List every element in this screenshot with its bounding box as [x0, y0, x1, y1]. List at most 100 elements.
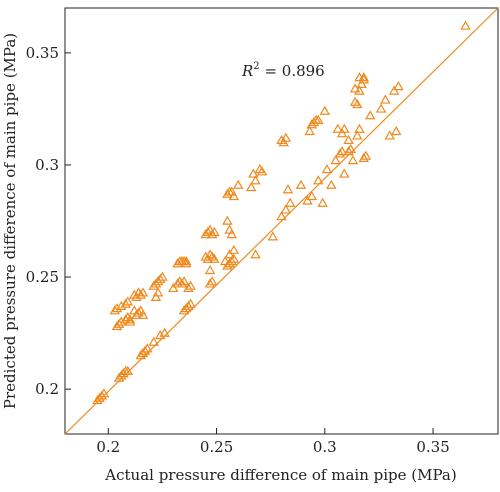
data-point — [232, 179, 244, 189]
data-point — [308, 116, 320, 127]
data-point — [334, 148, 346, 158]
data-point — [152, 287, 164, 297]
data-point — [267, 231, 279, 241]
data-point — [330, 155, 341, 165]
data-point — [202, 226, 214, 236]
data-point — [228, 244, 240, 254]
data-point — [245, 181, 257, 192]
y-tick-label: 0.35 — [26, 44, 59, 62]
data-point — [222, 260, 233, 270]
data-point — [313, 114, 324, 124]
data-point — [254, 164, 266, 174]
data-point — [142, 343, 153, 353]
data-point — [204, 278, 216, 288]
data-point — [131, 309, 142, 319]
data-point — [155, 329, 166, 340]
data-point — [178, 276, 190, 286]
data-point — [124, 316, 136, 326]
data-point — [228, 190, 240, 201]
data-point — [185, 298, 196, 308]
data-point — [343, 134, 354, 145]
data-point — [202, 253, 214, 263]
data-point — [118, 368, 129, 378]
data-point — [295, 179, 307, 189]
data-point — [349, 96, 361, 106]
data-point — [116, 300, 127, 310]
data-point — [282, 184, 294, 194]
data-point — [349, 83, 361, 93]
y-tick-label: 0.25 — [26, 268, 59, 286]
ticks-layer: 0.2 0.25 0.3 0.35 0.2 0.25 0.3 0.35 — [26, 44, 450, 456]
data-point — [181, 255, 192, 266]
data-point — [332, 123, 344, 133]
data-point — [356, 78, 367, 88]
y-tick-label: 0.3 — [35, 156, 59, 174]
data-point — [150, 278, 162, 288]
data-point — [200, 229, 211, 239]
data-point — [460, 20, 471, 30]
data-point — [183, 300, 194, 310]
data-point — [137, 287, 149, 297]
x-tick-label: 0.35 — [416, 438, 449, 456]
data-point — [228, 253, 240, 263]
data-point — [152, 276, 164, 286]
data-point — [206, 229, 218, 239]
data-point — [345, 143, 357, 154]
data-point — [278, 137, 289, 147]
data-point — [120, 298, 131, 308]
data-point — [124, 314, 136, 324]
data-point — [204, 264, 216, 275]
data-point — [222, 188, 233, 198]
data-point — [347, 155, 359, 165]
data-point — [280, 204, 292, 214]
fit-line — [64, 7, 499, 435]
data-point — [178, 305, 190, 315]
data-point — [116, 316, 127, 326]
data-point — [391, 125, 402, 136]
data-point — [358, 72, 370, 82]
data-point — [354, 123, 365, 133]
data-point — [185, 280, 196, 290]
data-point — [226, 186, 237, 196]
data-point — [326, 179, 337, 189]
data-point — [133, 307, 144, 317]
data-point — [135, 289, 147, 299]
data-point — [339, 123, 350, 133]
data-point — [168, 282, 179, 293]
data-point — [358, 152, 370, 162]
data-point — [360, 150, 372, 160]
x-tick-label: 0.3 — [313, 438, 337, 456]
data-point — [116, 370, 127, 380]
data-point — [321, 164, 333, 174]
x-tick-label: 0.25 — [200, 438, 233, 456]
data-point — [250, 175, 261, 185]
data-point — [148, 280, 159, 290]
data-point — [113, 318, 125, 328]
data-point — [113, 372, 125, 382]
data-point — [181, 303, 192, 313]
data-point — [304, 125, 315, 136]
x-tick-label: 0.2 — [96, 438, 120, 456]
data-point — [343, 146, 354, 156]
data-point — [302, 195, 313, 205]
data-point — [122, 296, 134, 306]
data-point — [206, 251, 218, 261]
svg-text:R2 = 0.896: R2 = 0.896 — [241, 61, 325, 80]
data-point — [317, 197, 328, 207]
data-point — [380, 94, 391, 104]
data-point — [284, 197, 296, 207]
r-exponent: 2 — [253, 61, 259, 72]
data-point — [181, 258, 192, 268]
data-point — [98, 388, 110, 398]
data-point — [139, 345, 151, 355]
data-point — [224, 258, 235, 268]
data-point — [336, 128, 348, 138]
data-point — [306, 119, 318, 129]
data-point — [384, 130, 395, 140]
data-point — [159, 327, 170, 337]
data-point — [92, 394, 103, 405]
data-point — [219, 255, 231, 266]
data-point — [388, 85, 400, 95]
data-point — [319, 105, 331, 115]
